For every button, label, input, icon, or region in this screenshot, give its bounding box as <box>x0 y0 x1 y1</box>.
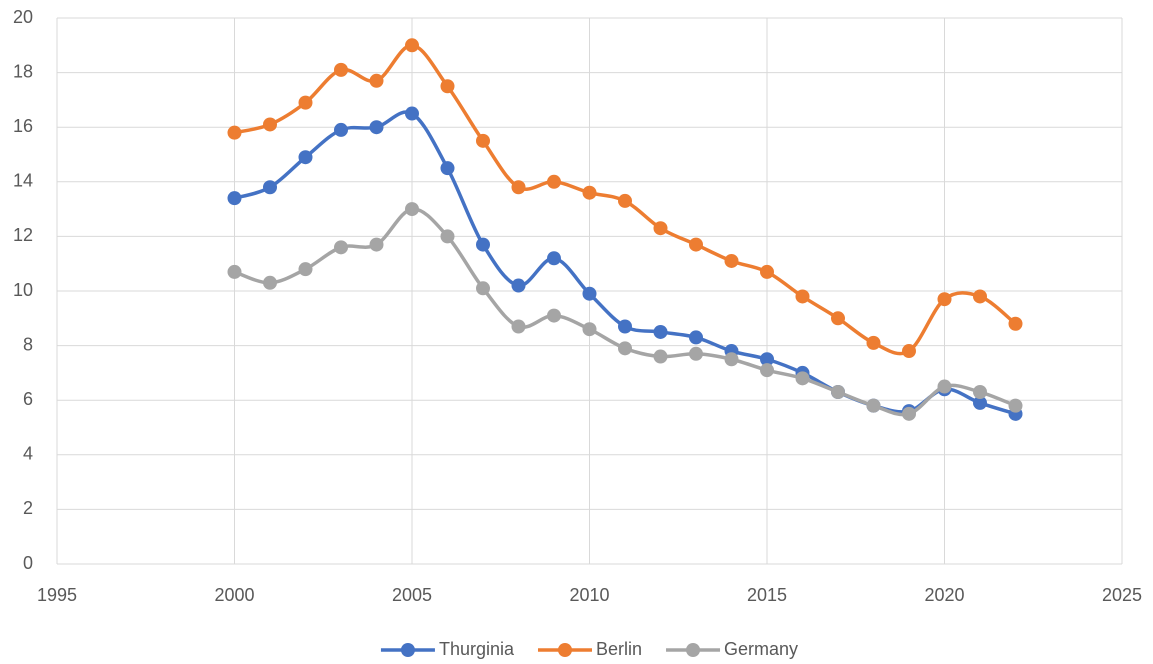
data-point <box>902 406 916 421</box>
data-point <box>795 371 810 386</box>
series-line <box>233 110 1017 416</box>
x-tick-label: 2005 <box>392 585 432 605</box>
x-tick-label: 2020 <box>924 585 964 605</box>
y-tick-label: 12 <box>13 225 33 245</box>
data-point <box>973 289 987 304</box>
data-point <box>618 319 632 334</box>
data-point <box>511 180 526 195</box>
y-tick-label: 16 <box>13 116 33 136</box>
data-point <box>582 185 597 200</box>
data-point <box>476 281 490 296</box>
data-point <box>511 278 526 293</box>
data-point <box>760 363 774 378</box>
data-point <box>1008 398 1023 413</box>
data-point <box>405 106 419 121</box>
x-tick-label: 2025 <box>1102 585 1142 605</box>
data-point <box>405 38 419 53</box>
data-point <box>298 262 313 277</box>
x-tick-label: 2010 <box>569 585 609 605</box>
x-tick-label: 2000 <box>214 585 254 605</box>
series-line <box>233 207 1017 417</box>
data-point <box>760 264 774 279</box>
data-point <box>973 395 987 410</box>
legend-marker <box>400 643 415 657</box>
legend-label: Thurginia <box>439 639 515 659</box>
data-point <box>511 319 526 334</box>
data-point <box>298 95 313 110</box>
x-tick-label: 2015 <box>747 585 787 605</box>
data-point <box>227 264 242 279</box>
data-point <box>476 237 490 252</box>
data-point <box>476 133 490 148</box>
data-point <box>937 379 952 394</box>
data-point <box>653 349 668 364</box>
data-point <box>760 352 774 367</box>
data-point <box>831 311 845 326</box>
data-point <box>227 125 242 140</box>
data-point <box>618 341 632 356</box>
x-tick-label: 1995 <box>37 585 77 605</box>
data-point <box>334 240 348 255</box>
data-point <box>653 324 668 339</box>
y-tick-label: 2 <box>23 498 33 518</box>
data-point <box>724 253 739 268</box>
legend-item: Thurginia <box>380 639 515 659</box>
data-point <box>440 229 455 244</box>
data-point <box>263 180 277 195</box>
data-point <box>298 150 313 165</box>
y-tick-label: 10 <box>13 280 33 300</box>
legend-label: Germany <box>724 639 798 659</box>
data-point <box>334 122 348 137</box>
data-point <box>440 161 455 176</box>
legend-marker <box>686 643 701 657</box>
data-point <box>689 346 703 361</box>
data-point <box>582 322 597 337</box>
data-point <box>795 289 810 304</box>
y-tick-label: 6 <box>23 389 33 409</box>
legend-marker <box>557 643 572 657</box>
data-point <box>263 275 277 290</box>
data-point <box>724 352 739 367</box>
data-point <box>227 191 242 206</box>
data-point <box>405 202 419 217</box>
legend-label: Berlin <box>596 639 642 659</box>
data-point <box>440 79 455 94</box>
y-tick-label: 0 <box>23 553 33 573</box>
y-tick-label: 4 <box>23 444 33 464</box>
data-point <box>618 193 632 208</box>
data-point <box>653 221 668 236</box>
legend-item: Berlin <box>537 639 642 659</box>
legend-item: Germany <box>666 639 798 659</box>
data-point <box>547 308 561 323</box>
data-point <box>547 174 561 189</box>
data-point <box>866 398 881 413</box>
data-point <box>369 237 384 252</box>
data-point <box>866 335 881 350</box>
data-point <box>937 292 952 307</box>
data-point <box>582 286 597 301</box>
data-point <box>831 385 845 400</box>
data-point <box>263 117 277 132</box>
data-point <box>973 385 987 400</box>
data-point <box>369 73 384 88</box>
y-tick-label: 8 <box>23 334 33 354</box>
data-point <box>902 344 916 359</box>
data-point <box>547 251 561 266</box>
data-point <box>1008 316 1023 331</box>
y-tick-label: 20 <box>13 7 33 27</box>
data-point <box>689 237 703 252</box>
y-tick-label: 14 <box>13 171 33 191</box>
legend: Thurginia Berlin Germany <box>380 639 798 659</box>
data-point <box>369 120 384 135</box>
data-point <box>689 330 703 345</box>
y-tick-label: 18 <box>13 61 33 81</box>
data-point <box>334 62 348 77</box>
